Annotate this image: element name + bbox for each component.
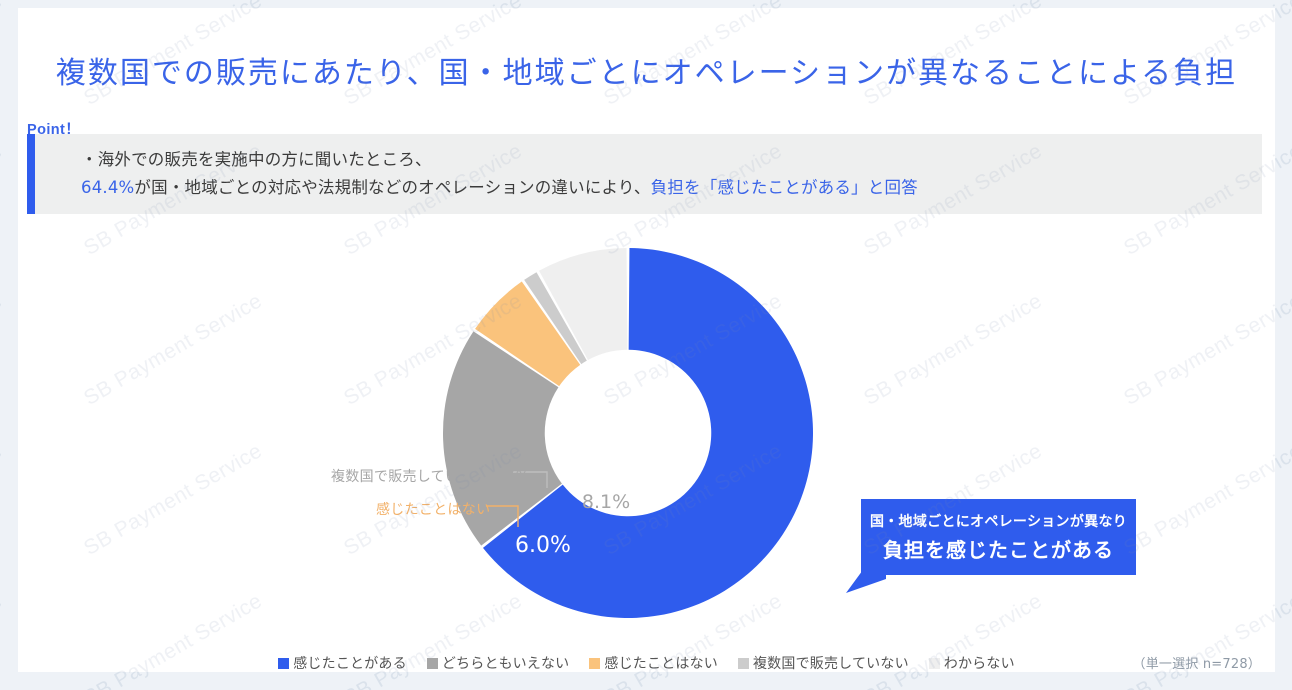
legend-label: 感じたことがある bbox=[293, 656, 407, 672]
point-line2-mid: が国・地域ごとの対応や法規制などのオペレーションの違いにより、 bbox=[134, 178, 651, 197]
watermark-text: SB Payment Service bbox=[0, 589, 7, 690]
legend-item[interactable]: 複数国で販売していない bbox=[737, 653, 909, 672]
legend-item[interactable]: 感じたことはない bbox=[589, 653, 718, 672]
watermark-text: SB Payment Service bbox=[0, 0, 7, 110]
donut-slices bbox=[443, 248, 813, 618]
legend-label: 感じたことはない bbox=[604, 656, 718, 672]
legend-swatch-icon bbox=[426, 657, 438, 669]
watermark-text: SB Payment Service bbox=[0, 139, 7, 260]
legend-item[interactable]: 感じたことがある bbox=[278, 653, 407, 672]
slide-page: SB Payment Service SB Payment Service SB P… bbox=[18, 8, 1275, 672]
chart-footnote: （単一選択 n=728） bbox=[1132, 657, 1261, 672]
point-box: ・海外での販売を実施中の方に聞いたところ、 64.4%が国・地域ごとの対応や法規… bbox=[27, 134, 1262, 214]
callout-line-1: 国・地域ごとにオペレーションが異なり bbox=[869, 514, 1128, 530]
legend-label: わからない bbox=[943, 656, 1015, 672]
legend-swatch-icon bbox=[278, 657, 290, 669]
point-highlight-answer: 負担を「感じたことがある」と回答 bbox=[650, 178, 918, 197]
donut-slice[interactable] bbox=[443, 331, 562, 546]
watermark-text: SB Payment Service bbox=[0, 289, 7, 410]
point-text: ・海外での販売を実施中の方に聞いたところ、 64.4%が国・地域ごとの対応や法規… bbox=[81, 146, 918, 202]
donut-chart-svg bbox=[443, 248, 813, 618]
donut-slice[interactable] bbox=[524, 272, 587, 365]
donut-slice[interactable] bbox=[482, 248, 813, 618]
donut-chart: 複数国で販売していない 1.5% 感じたことはない 64.4% どちらとも いえ… bbox=[18, 223, 1275, 672]
legend-swatch-icon bbox=[737, 657, 749, 669]
watermark-text: SB Payment Service bbox=[0, 439, 7, 560]
leader-line-2 bbox=[486, 505, 519, 527]
leader-label-no-burden: 感じたことはない bbox=[376, 502, 491, 518]
donut-slice[interactable] bbox=[475, 281, 581, 387]
legend-swatch-icon bbox=[589, 657, 601, 669]
callout-box: 国・地域ごとにオペレーションが異なり 負担を感じたことがある bbox=[861, 499, 1136, 575]
leader-label-not-selling: 複数国で販売していない 1.5% bbox=[331, 469, 530, 485]
page-title: 複数国での販売にあたり、国・地域ごとにオペレーションが異なることによる負担 bbox=[55, 56, 1238, 91]
legend-swatch-icon bbox=[928, 657, 940, 669]
callout-line-2: 負担を感じたことがある bbox=[883, 538, 1114, 562]
point-text-line1: ・海外での販売を実施中の方に聞いたところ、 bbox=[81, 150, 432, 169]
legend-item[interactable]: どちらともいえない bbox=[426, 653, 570, 672]
point-text-line2: 64.4%が国・地域ごとの対応や法規制などのオペレーションの違いにより、負担を「… bbox=[81, 174, 918, 202]
point-accent-bar bbox=[27, 134, 35, 214]
point-highlight-percent: 64.4% bbox=[81, 178, 135, 197]
chart-legend: 感じたことがある どちらともいえない 感じたことはない 複数国で販売していない わからな… bbox=[18, 653, 1275, 672]
leader-lines bbox=[486, 471, 548, 527]
donut-slice[interactable] bbox=[539, 248, 628, 361]
legend-item[interactable]: わからない bbox=[928, 653, 1015, 672]
legend-label: 複数国で販売していない bbox=[752, 656, 909, 672]
leader-line-1 bbox=[513, 471, 548, 488]
legend-label: どちらともいえない bbox=[441, 656, 570, 672]
